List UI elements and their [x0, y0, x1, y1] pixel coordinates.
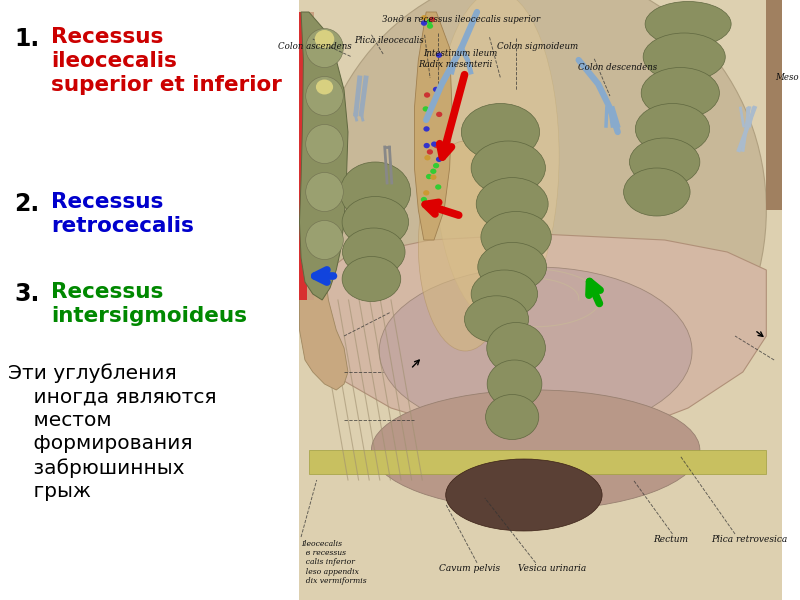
Ellipse shape [424, 155, 430, 160]
Ellipse shape [462, 103, 539, 160]
Ellipse shape [642, 67, 719, 118]
Ellipse shape [342, 257, 401, 301]
Ellipse shape [478, 242, 546, 292]
Text: Зонд в recessus ileocecalis superior: Зонд в recessus ileocecalis superior [382, 15, 541, 24]
Text: Ileocecalis
  в recessus
  calis inferior
  lesо appendix
  dix vermiformis: Ileocecalis в recessus calis inferior le… [301, 540, 366, 585]
Ellipse shape [486, 323, 546, 373]
Polygon shape [299, 252, 348, 390]
Text: Rectum: Rectum [654, 535, 689, 544]
Ellipse shape [436, 112, 442, 117]
Ellipse shape [342, 228, 405, 276]
Text: 1.: 1. [14, 27, 39, 51]
Text: Cavum pelvis: Cavum pelvis [438, 564, 500, 573]
Ellipse shape [446, 459, 602, 531]
Ellipse shape [471, 141, 546, 195]
Text: Colon sigmoideum: Colon sigmoideum [498, 42, 578, 51]
Polygon shape [414, 12, 452, 240]
Ellipse shape [430, 175, 437, 180]
Text: Colon descendens: Colon descendens [578, 63, 658, 72]
Ellipse shape [630, 138, 700, 186]
Ellipse shape [435, 201, 442, 206]
Ellipse shape [423, 143, 430, 148]
Ellipse shape [471, 270, 538, 318]
Bar [298, 0, 782, 600]
Ellipse shape [433, 87, 439, 92]
Text: 3.: 3. [14, 282, 39, 306]
Ellipse shape [436, 157, 442, 162]
Ellipse shape [476, 178, 548, 230]
Text: Recessus
intersigmoideus: Recessus intersigmoideus [51, 282, 247, 326]
Text: Эти углубления
    иногда являются
    местом
    формирования
    забрюшинных
 : Эти углубления иногда являются местом фо… [8, 363, 217, 501]
Ellipse shape [313, 0, 766, 450]
Ellipse shape [487, 360, 542, 408]
Polygon shape [309, 450, 766, 474]
Ellipse shape [486, 395, 538, 439]
Ellipse shape [418, 141, 512, 351]
Text: Radix mesenterii: Radix mesenterii [418, 60, 492, 69]
Ellipse shape [421, 197, 427, 202]
Ellipse shape [645, 1, 731, 46]
Text: Meso: Meso [775, 73, 798, 82]
Bar [0, 0, 298, 600]
Ellipse shape [429, 17, 435, 22]
Ellipse shape [465, 296, 529, 343]
Ellipse shape [371, 390, 700, 510]
Ellipse shape [426, 149, 433, 155]
Ellipse shape [435, 184, 442, 190]
Ellipse shape [424, 92, 430, 98]
Ellipse shape [342, 196, 409, 247]
Bar [766, 0, 782, 210]
Ellipse shape [306, 220, 343, 259]
Ellipse shape [433, 163, 439, 169]
Text: Recessus
ileocecalis
superior et inferior: Recessus ileocecalis superior et inferio… [51, 27, 282, 95]
Ellipse shape [306, 124, 343, 163]
Polygon shape [305, 234, 766, 444]
Ellipse shape [624, 168, 690, 216]
Ellipse shape [635, 103, 710, 154]
Ellipse shape [306, 28, 343, 67]
Ellipse shape [643, 33, 726, 81]
Text: Recessus
retrocecalis: Recessus retrocecalis [51, 192, 194, 236]
Ellipse shape [427, 23, 433, 29]
Ellipse shape [314, 30, 334, 48]
Ellipse shape [306, 172, 343, 211]
Ellipse shape [426, 19, 433, 24]
Text: Colon ascendens: Colon ascendens [278, 42, 351, 51]
Ellipse shape [423, 190, 430, 196]
Ellipse shape [379, 267, 692, 435]
Ellipse shape [421, 20, 427, 26]
Ellipse shape [340, 162, 410, 222]
Ellipse shape [436, 52, 442, 58]
Ellipse shape [434, 143, 439, 148]
Text: 2.: 2. [14, 192, 39, 216]
Polygon shape [299, 12, 348, 300]
Ellipse shape [316, 79, 333, 94]
Ellipse shape [421, 15, 427, 20]
Text: Vesica urinaria: Vesica urinaria [518, 564, 586, 573]
Ellipse shape [434, 0, 559, 321]
Ellipse shape [481, 211, 551, 263]
Ellipse shape [423, 126, 430, 131]
Ellipse shape [431, 142, 438, 147]
Bar [299, 12, 314, 300]
Ellipse shape [426, 174, 432, 179]
Text: Plica ileocecalis: Plica ileocecalis [354, 36, 423, 45]
Ellipse shape [430, 169, 437, 174]
Ellipse shape [306, 76, 343, 115]
Text: Plica retrovesica: Plica retrovesica [711, 535, 787, 544]
Text: Intestinum ileum: Intestinum ileum [422, 49, 497, 58]
Ellipse shape [422, 106, 429, 112]
Bar [299, 12, 307, 300]
